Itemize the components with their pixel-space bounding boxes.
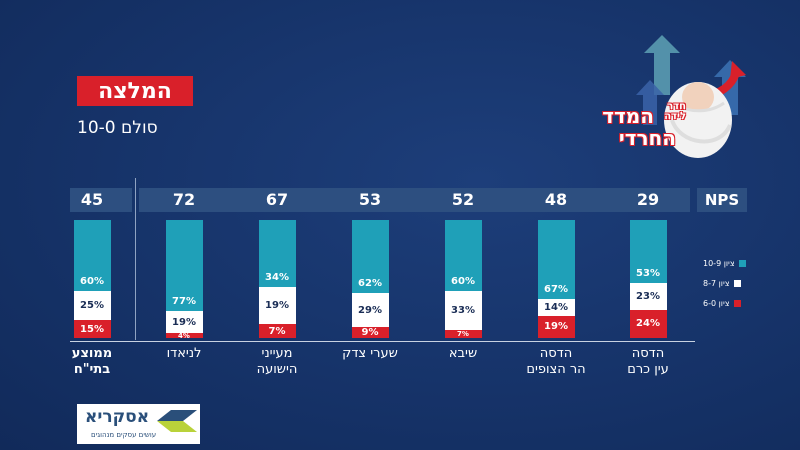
category-label: שערי צדק xyxy=(325,346,415,362)
legend-item-mid: ציון 8-7 xyxy=(703,279,741,288)
category-label: שיבא xyxy=(418,346,508,362)
bar-segment-mid: 23% xyxy=(629,282,667,310)
category-label-line: הישועה xyxy=(256,362,298,377)
category-label-line: הר הצופים xyxy=(526,362,586,377)
bar-segment-mid: 25% xyxy=(73,290,111,321)
bar-segment-top: 34% xyxy=(258,220,296,287)
bar-value-label: 15% xyxy=(80,323,104,335)
askaria-logo-icon xyxy=(157,410,197,432)
bar-segment-mid: 14% xyxy=(537,299,575,316)
category-label: מעייני הישועה xyxy=(232,346,322,378)
nps-value: 45 xyxy=(80,190,104,209)
bar-value-label: 62% xyxy=(358,278,382,290)
bar-segment-top: 67% xyxy=(537,220,575,300)
bar-value-label: 25% xyxy=(80,300,104,312)
legend-label-top: ציון 10-9 xyxy=(703,259,735,268)
bar-segment-low: 15% xyxy=(73,320,111,338)
logo-line2: החרדי xyxy=(618,126,676,150)
bar-value-label: 9% xyxy=(361,327,379,339)
category-label-average: ממוצע בתי"ח xyxy=(47,346,137,378)
category-label: הדסה הר הצופים xyxy=(511,346,601,378)
legend-item-low: ציון 6-0 xyxy=(703,299,741,308)
bar-value-label: 60% xyxy=(80,275,104,287)
category-label-line: בתי"ח xyxy=(73,362,111,377)
bar-value-label: 7% xyxy=(268,325,286,337)
bar-value-label: 7% xyxy=(457,329,469,338)
scale-subtitle: סולם 10-0 xyxy=(77,118,158,138)
bar-value-label: 4% xyxy=(178,331,190,340)
category-label-line: שיבא xyxy=(448,346,478,361)
legend-swatch-low xyxy=(733,300,741,307)
average-separator xyxy=(135,178,136,340)
bar-segment-top: 62% xyxy=(351,220,389,294)
bar-segment-top: 77% xyxy=(165,220,203,311)
category-label-line: לניאדו xyxy=(166,346,202,361)
category-label: לניאדו xyxy=(139,346,229,362)
nps-value: 52 xyxy=(451,190,475,209)
baby-arrows-illustration xyxy=(636,35,746,158)
nps-band-hospitals xyxy=(139,188,690,212)
bar-segment-low: 4% xyxy=(165,331,203,340)
bar-value-label: 33% xyxy=(451,304,475,316)
bar-value-label: 19% xyxy=(265,300,289,312)
bar-value-label: 34% xyxy=(265,271,289,283)
nps-value: 53 xyxy=(358,190,382,209)
bar-value-label: 19% xyxy=(544,321,568,333)
bar-value-label: 29% xyxy=(358,304,382,316)
askaria-tagline: עושים עסקים מנהוגים xyxy=(91,431,157,439)
bar-segment-top: 53% xyxy=(629,220,667,283)
bar-value-label: 19% xyxy=(172,316,196,328)
category-label-line: ממוצע xyxy=(71,346,113,361)
legend-label-low: ציון 6-0 xyxy=(703,299,730,308)
nps-value: 72 xyxy=(172,190,196,209)
legend-item-top: ציון 10-9 xyxy=(703,259,746,268)
bar-segment-low: 9% xyxy=(351,327,389,339)
bar-value-label: 67% xyxy=(544,284,568,296)
page-title: המלצה xyxy=(77,76,193,106)
category-label-line: הדסה xyxy=(631,346,665,361)
bar-segment-top: 60% xyxy=(73,220,111,291)
legend-label-mid: ציון 8-7 xyxy=(703,279,730,288)
logo-small-text: חדר לידה xyxy=(664,101,686,122)
bar-segment-top: 60% xyxy=(444,220,482,291)
legend-swatch-mid xyxy=(733,280,741,287)
logo-line1: המדד xyxy=(602,104,654,128)
bar-value-label: 23% xyxy=(636,290,660,302)
bar-segment-mid: 29% xyxy=(351,293,389,328)
category-label-line: שערי צדק xyxy=(342,346,398,361)
bar-value-label: 77% xyxy=(172,295,196,307)
bar-segment-mid: 19% xyxy=(165,310,203,334)
legend-swatch-top xyxy=(738,260,746,267)
category-label-line: עין כרם xyxy=(627,362,669,377)
bar-segment-mid: 33% xyxy=(444,290,482,330)
bar-segment-low: 24% xyxy=(629,309,667,338)
nps-value: 67 xyxy=(265,190,289,209)
bar-value-label: 14% xyxy=(544,301,568,313)
bar-value-label: 53% xyxy=(636,267,660,279)
nps-label: NPS xyxy=(697,188,747,212)
bar-segment-low: 19% xyxy=(537,315,575,338)
nps-value: 29 xyxy=(636,190,660,209)
bar-segment-low: 7% xyxy=(258,324,296,338)
category-label-line: הדסה xyxy=(539,346,573,361)
askaria-name: אסקריא xyxy=(85,407,150,427)
nps-band-average xyxy=(70,188,132,212)
chart-baseline xyxy=(70,341,695,342)
askaria-logo: אסקריא עושים עסקים מנהוגים xyxy=(77,404,200,444)
bar-value-label: 24% xyxy=(636,318,660,330)
category-label-line: מעייני xyxy=(261,346,293,361)
nps-value: 48 xyxy=(544,190,568,209)
bar-value-label: 60% xyxy=(451,275,475,287)
category-label: הדסה עין כרם xyxy=(603,346,693,378)
bar-segment-mid: 19% xyxy=(258,286,296,325)
bar-segment-low: 7% xyxy=(444,329,482,338)
